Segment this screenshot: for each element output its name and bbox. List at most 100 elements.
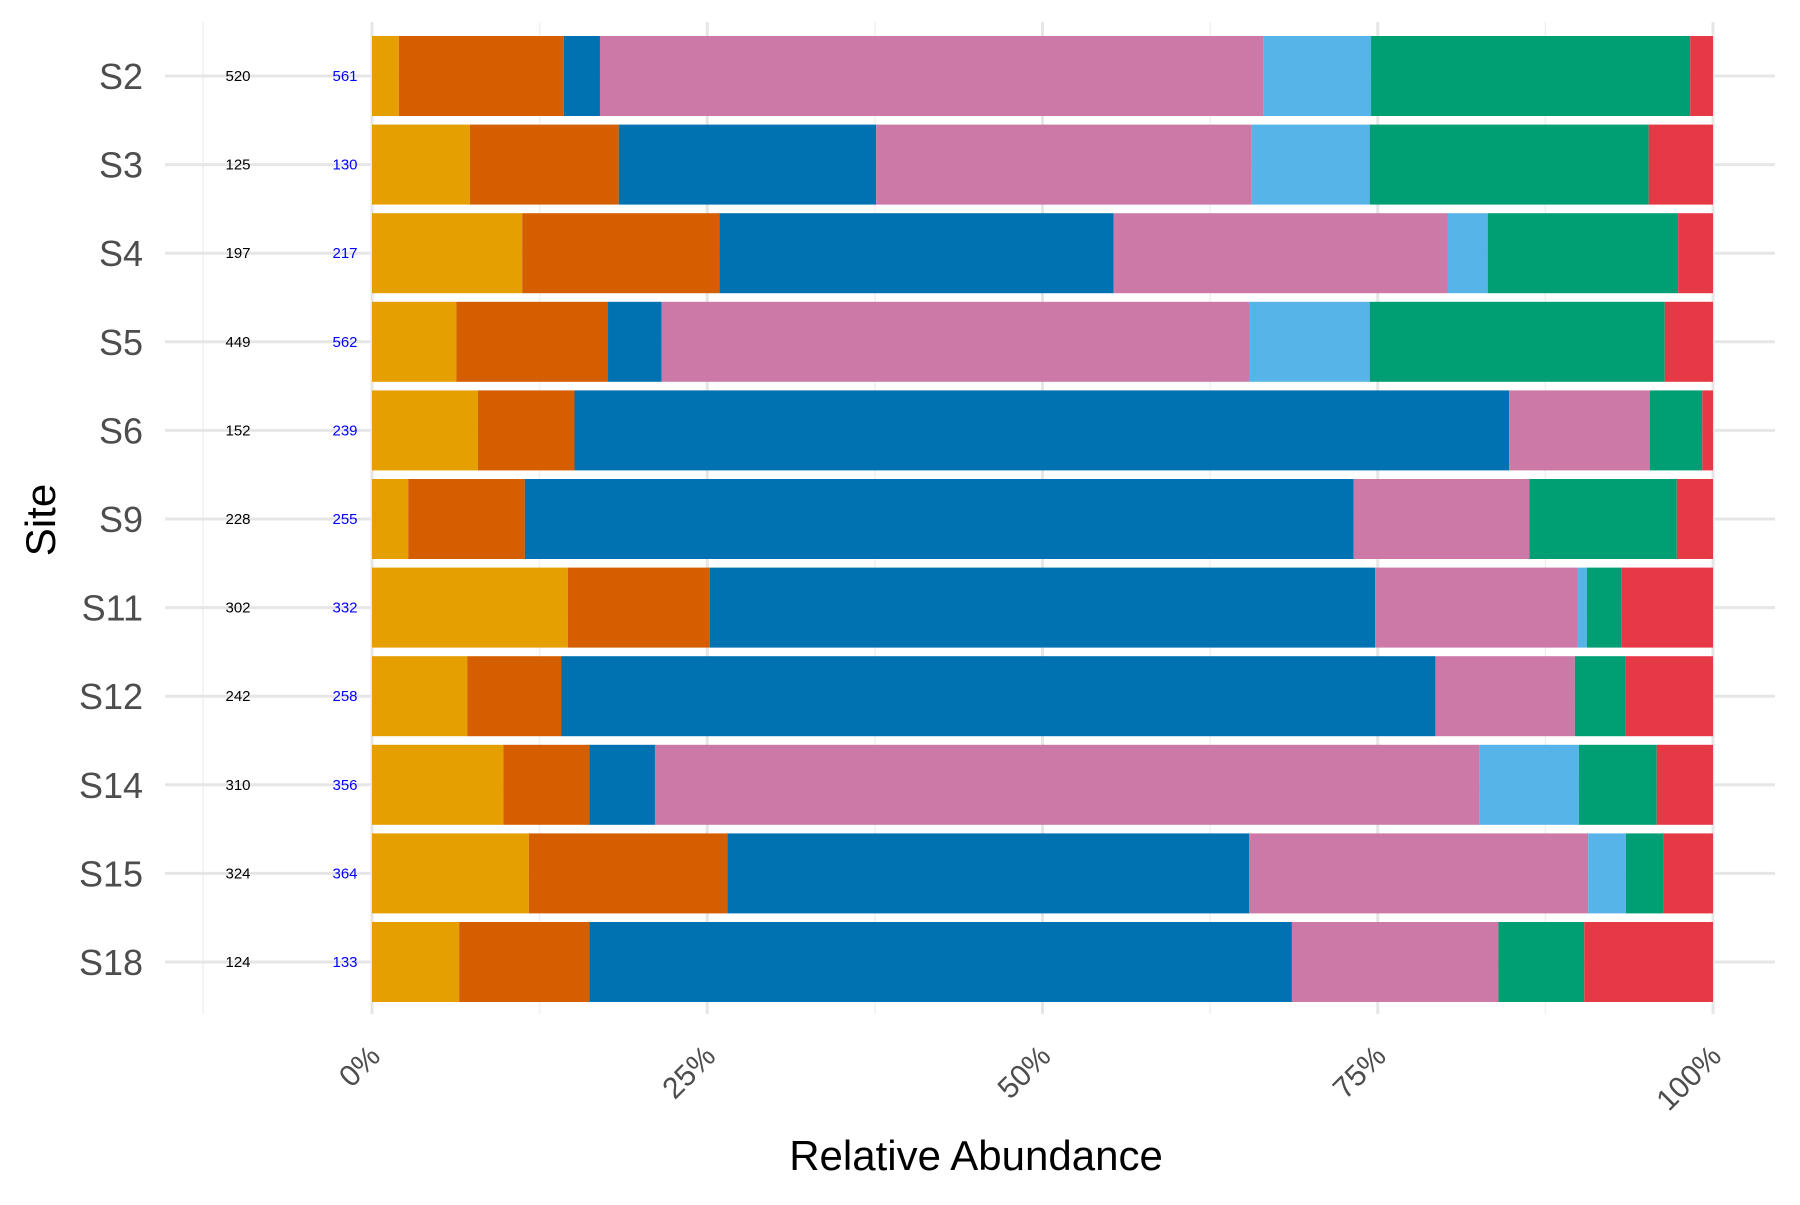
bar-segment bbox=[618, 124, 877, 205]
bar-segment bbox=[1577, 567, 1587, 648]
bar-segment bbox=[1291, 922, 1499, 1002]
count-label-b: 239 bbox=[332, 422, 357, 439]
bar-segment bbox=[1702, 390, 1713, 471]
count-label-b: 133 bbox=[332, 954, 357, 971]
site-label: S9 bbox=[99, 499, 143, 540]
bar-segment bbox=[469, 124, 619, 205]
count-label-a: 152 bbox=[225, 422, 250, 439]
bar-segment bbox=[1249, 301, 1370, 382]
bar-segment bbox=[654, 744, 1480, 825]
site-label: S2 bbox=[99, 56, 143, 97]
bar-segment bbox=[372, 213, 523, 294]
bar-segment bbox=[1578, 744, 1657, 825]
bar-segment bbox=[709, 567, 1376, 648]
site-label: S18 bbox=[79, 942, 143, 983]
bar-segment bbox=[1625, 656, 1713, 737]
bar-segment bbox=[1371, 36, 1691, 116]
x-tick-label: 75% bbox=[1327, 1040, 1393, 1106]
bar-segment bbox=[524, 479, 1354, 559]
bar-segment bbox=[1353, 479, 1530, 559]
bar-segment bbox=[528, 833, 728, 914]
bar-segment bbox=[561, 656, 1436, 737]
bar-segment bbox=[1479, 744, 1579, 825]
bar-segment bbox=[477, 390, 575, 471]
y-axis-title: Site bbox=[17, 484, 64, 556]
count-label-a: 197 bbox=[225, 245, 250, 262]
bar-segment bbox=[1435, 656, 1575, 737]
bar-segment bbox=[459, 922, 590, 1002]
bar-segment bbox=[719, 213, 1114, 294]
count-label-b: 130 bbox=[332, 157, 357, 174]
bar-segment bbox=[727, 833, 1250, 914]
bar-segment bbox=[1447, 213, 1488, 294]
site-label: S5 bbox=[99, 322, 143, 363]
count-label-a: 449 bbox=[225, 334, 250, 351]
bar-segment bbox=[574, 390, 1510, 471]
bar-segment bbox=[1251, 124, 1370, 205]
bar-segment bbox=[372, 124, 470, 205]
bar-segment bbox=[1509, 390, 1650, 471]
bar-segment bbox=[599, 36, 1264, 116]
bar-segment bbox=[567, 567, 710, 648]
count-label-b: 356 bbox=[332, 777, 357, 794]
count-label-b: 255 bbox=[332, 511, 357, 528]
bar-segment bbox=[372, 479, 409, 559]
bar-segment bbox=[1375, 567, 1578, 648]
site-label: S6 bbox=[99, 410, 143, 451]
bar-segment bbox=[398, 36, 564, 116]
count-label-a: 124 bbox=[225, 954, 250, 971]
site-label: S4 bbox=[99, 233, 143, 274]
bars-layer bbox=[372, 36, 1713, 1002]
labels-layer: S2 520 561 S3 125 130 S4 197 217 S5 449 562 S6 152 239… bbox=[79, 56, 358, 983]
x-tick-label: 25% bbox=[656, 1040, 722, 1106]
bar-segment bbox=[1263, 36, 1372, 116]
bar-segment bbox=[1690, 36, 1713, 116]
bar-segment bbox=[1498, 922, 1585, 1002]
bar-segment bbox=[1529, 479, 1677, 559]
count-label-b: 562 bbox=[332, 334, 357, 351]
bar-segment bbox=[661, 301, 1250, 382]
bar-segment bbox=[1584, 922, 1713, 1002]
x-tick-label: 100% bbox=[1650, 1040, 1728, 1118]
bar-segment bbox=[372, 922, 460, 1002]
bar-segment bbox=[1487, 213, 1679, 294]
count-label-a: 125 bbox=[225, 157, 250, 174]
count-label-a: 310 bbox=[225, 777, 250, 794]
bar-segment bbox=[1649, 390, 1703, 471]
bar-segment bbox=[372, 390, 478, 471]
site-label: S14 bbox=[79, 765, 143, 806]
bar-segment bbox=[563, 36, 600, 116]
bar-segment bbox=[372, 301, 457, 382]
bar-segment bbox=[1648, 124, 1713, 205]
bar-segment bbox=[1586, 567, 1622, 648]
bar-segment bbox=[1588, 833, 1626, 914]
bar-segment bbox=[1574, 656, 1626, 737]
count-label-a: 302 bbox=[225, 600, 250, 617]
bar-segment bbox=[1113, 213, 1448, 294]
site-label: S11 bbox=[82, 588, 143, 629]
count-label-b: 217 bbox=[332, 245, 357, 262]
bar-segment bbox=[1625, 833, 1664, 914]
count-label-b: 561 bbox=[332, 68, 357, 85]
bar-segment bbox=[408, 479, 525, 559]
bar-segment bbox=[1656, 744, 1713, 825]
bar-segment bbox=[589, 744, 655, 825]
bar-segment bbox=[372, 656, 468, 737]
bar-segment bbox=[1678, 213, 1713, 294]
bar-segment bbox=[1676, 479, 1713, 559]
count-label-b: 332 bbox=[332, 600, 357, 617]
bar-segment bbox=[1663, 833, 1713, 914]
bar-segment bbox=[522, 213, 720, 294]
site-label: S3 bbox=[99, 145, 143, 186]
bar-segment bbox=[467, 656, 562, 737]
bar-segment bbox=[372, 744, 504, 825]
bar-segment bbox=[1621, 567, 1713, 648]
site-label: S12 bbox=[79, 676, 143, 717]
bar-segment bbox=[372, 36, 399, 116]
bar-segment bbox=[372, 567, 568, 648]
x-tick-label: 50% bbox=[992, 1040, 1058, 1106]
bar-segment bbox=[1249, 833, 1589, 914]
bar-segment bbox=[589, 922, 1292, 1002]
x-axis-title: Relative Abundance bbox=[789, 1132, 1163, 1179]
